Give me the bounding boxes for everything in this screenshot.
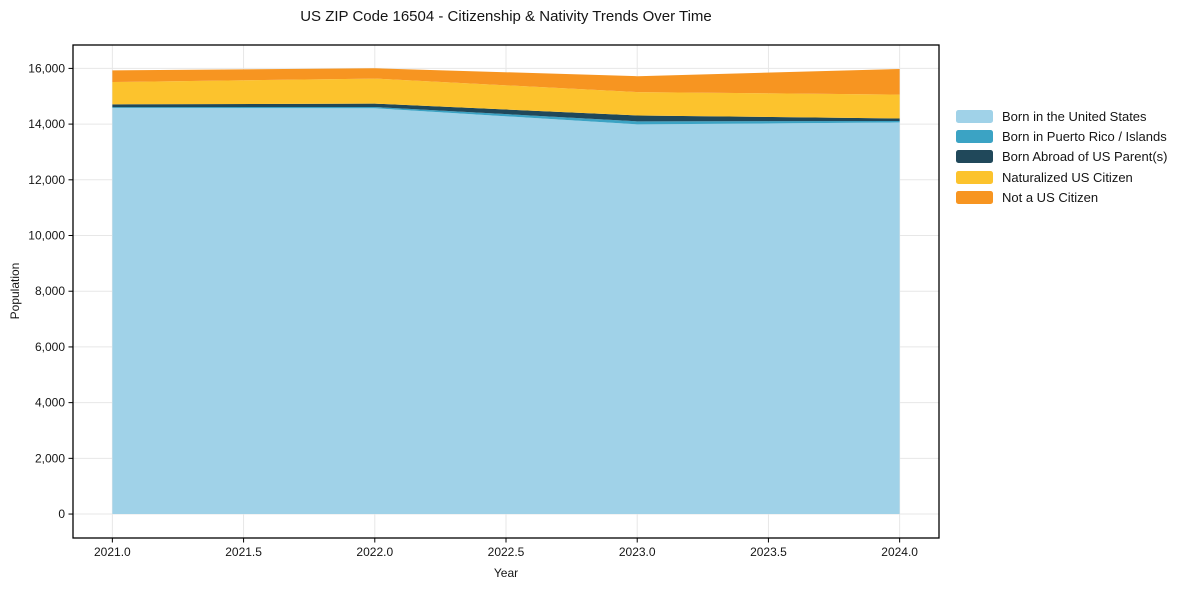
x-tick-label: 2022.0 [356, 545, 393, 559]
area-not-a-us-citizen [112, 68, 900, 95]
x-tick-label: 2024.0 [881, 545, 918, 559]
y-tick-label: 14,000 [28, 117, 65, 131]
area-born-abroad-of-us-parent-s [112, 103, 900, 122]
x-tick-label: 2021.0 [94, 545, 131, 559]
y-tick-label: 12,000 [28, 173, 65, 187]
legend-label: Born in the United States [1002, 108, 1147, 124]
legend-item-naturalized-us-citizen: Naturalized US Citizen [956, 167, 1167, 187]
y-axis-label: Population [8, 262, 22, 320]
y-tick-label: 6,000 [35, 340, 65, 354]
area-born-in-the-united-states [112, 107, 900, 515]
legend-label: Born Abroad of US Parent(s) [1002, 149, 1168, 165]
legend-label: Naturalized US Citizen [1002, 169, 1133, 185]
area-born-in-puerto-rico-islands [112, 106, 900, 125]
legend-swatch-naturalized-us-citizen [956, 170, 993, 184]
legend-swatch-born-in-the-united-states [956, 109, 993, 123]
y-tick-label: 8,000 [35, 284, 65, 298]
x-tick-label: 2021.5 [225, 545, 262, 559]
y-tick-label: 0 [58, 507, 65, 521]
x-tick-label: 2022.5 [488, 545, 525, 559]
legend-item-born-in-the-united-states: Born in the United States [956, 106, 1167, 126]
legend-item-not-a-us-citizen: Not a US Citizen [956, 187, 1167, 207]
y-tick-label: 2,000 [35, 451, 65, 465]
area-naturalized-us-citizen [112, 78, 900, 119]
legend-label: Not a US Citizen [1002, 189, 1099, 205]
chart-title: US ZIP Code 16504 - Citizenship & Nativi… [300, 8, 712, 25]
x-tick-label: 2023.0 [619, 545, 656, 559]
legend: Born in the United States Born in Puerto … [956, 106, 1167, 207]
legend-item-born-in-puerto-rico-islands: Born in Puerto Rico / Islands [956, 126, 1167, 146]
legend-swatch-born-abroad-of-us-parent-s [956, 150, 993, 164]
legend-swatch-born-in-puerto-rico-islands [956, 129, 993, 143]
legend-label: Born in Puerto Rico / Islands [1002, 128, 1167, 144]
y-tick-label: 4,000 [35, 396, 65, 410]
y-tick-label: 16,000 [28, 61, 65, 75]
x-tick-label: 2023.5 [750, 545, 787, 559]
y-tick-label: 10,000 [28, 229, 65, 243]
legend-item-born-abroad-of-us-parent-s: Born Abroad of US Parent(s) [956, 147, 1167, 167]
x-axis-label: Year [493, 566, 519, 580]
legend-swatch-not-a-us-citizen [956, 190, 993, 204]
